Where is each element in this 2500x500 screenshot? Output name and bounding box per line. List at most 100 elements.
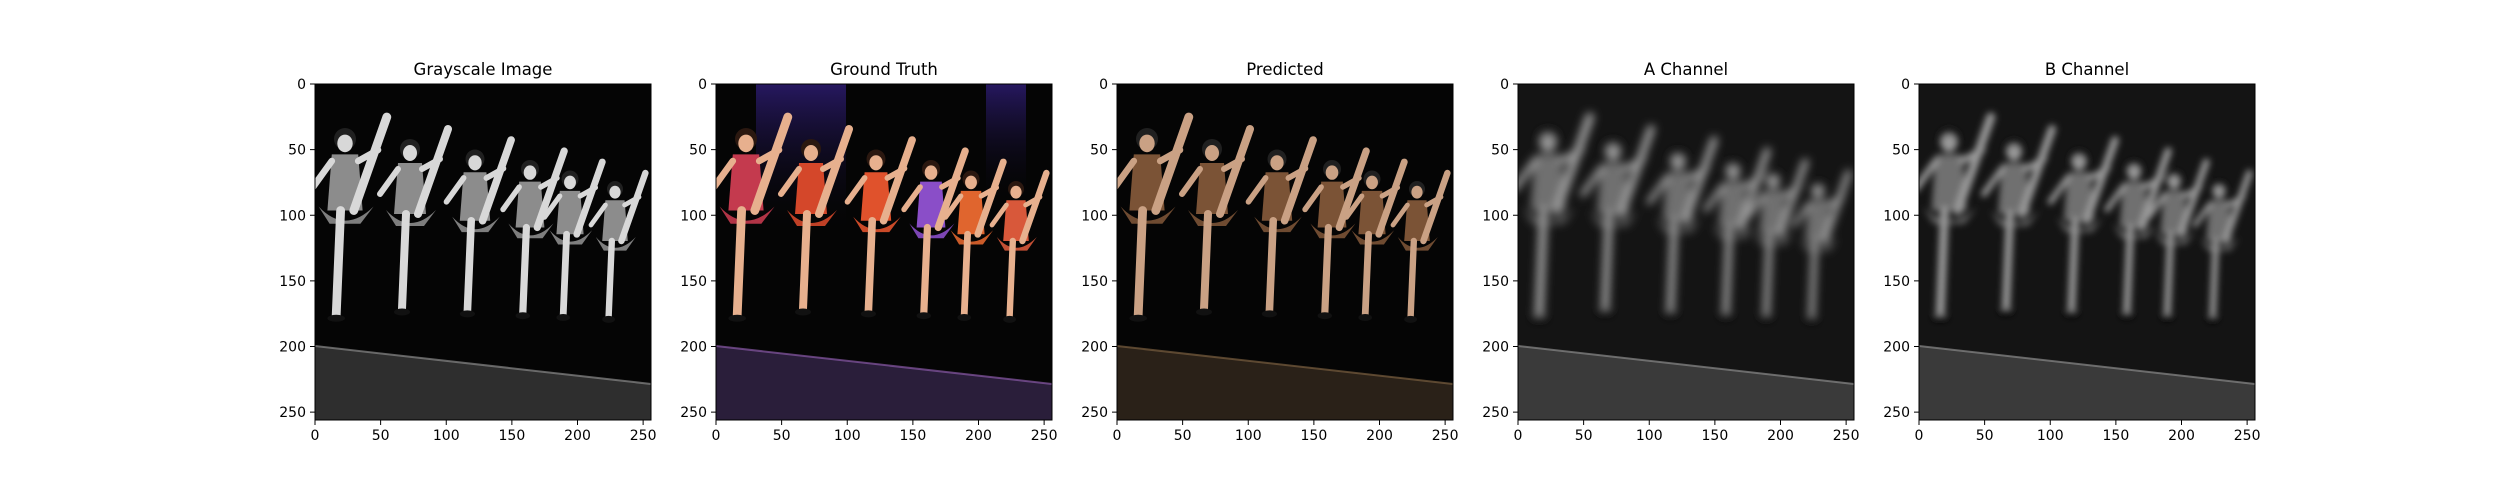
y-tick-label: 150 bbox=[1883, 274, 1910, 290]
y-tick-label: 150 bbox=[1081, 274, 1108, 290]
axes-frame bbox=[1517, 83, 1855, 421]
panel-ground-truth: Ground Truth 0 50 100 150 200 250 0 50 100 150 200… bbox=[680, 0, 1096, 500]
dancer-figure bbox=[1179, 125, 1254, 316]
x-tick-label: 100 bbox=[433, 428, 460, 444]
dancer-figure bbox=[2104, 147, 2172, 320]
dancer-figure bbox=[901, 147, 969, 320]
dancer-figure bbox=[1390, 169, 1451, 323]
dancer-figure bbox=[1245, 136, 1317, 318]
dancer-figure bbox=[500, 147, 568, 320]
y-tick-label: 200 bbox=[680, 340, 707, 356]
image-axes: 0 50 100 150 200 250 0 50 100 150 200 250 bbox=[1482, 77, 1860, 444]
x-tick-label: 250 bbox=[1833, 428, 1860, 444]
dancer-figure bbox=[1791, 169, 1852, 323]
x-tick-label: 250 bbox=[630, 428, 657, 444]
dancer-figure bbox=[443, 136, 515, 318]
y-tick-label: 0 bbox=[1500, 77, 1509, 93]
x-tick-label: 50 bbox=[1174, 428, 1192, 444]
dancer-figure bbox=[1580, 125, 1655, 316]
x-tick-label: 100 bbox=[834, 428, 861, 444]
x-tick-label: 150 bbox=[2103, 428, 2130, 444]
dancer-figure bbox=[377, 125, 452, 316]
x-tick-label: 150 bbox=[1702, 428, 1729, 444]
stage-edge bbox=[1117, 345, 1453, 385]
stage-floor bbox=[1117, 346, 1453, 420]
y-tick-label: 50 bbox=[1090, 143, 1108, 159]
y-tick-label: 250 bbox=[680, 405, 707, 421]
y-tick-label: 0 bbox=[1099, 77, 1108, 93]
x-tick-label: 200 bbox=[2168, 428, 2195, 444]
dancer-figure bbox=[989, 169, 1050, 323]
dancer-figure bbox=[1744, 158, 1809, 322]
panel-predicted: Predicted 0 50 100 150 200 250 0 50 100 150 200 250 bbox=[1081, 0, 1497, 500]
stage-edge bbox=[716, 345, 1052, 385]
panel-title: Predicted bbox=[1246, 60, 1324, 79]
axes-frame bbox=[1918, 83, 2256, 421]
x-tick-label: 50 bbox=[372, 428, 390, 444]
dancer-figure bbox=[942, 158, 1007, 322]
y-tick-label: 250 bbox=[279, 405, 306, 421]
panel-image bbox=[716, 84, 1052, 420]
x-tick-label: 200 bbox=[564, 428, 591, 444]
dancer-figure bbox=[1117, 112, 1194, 322]
x-tick-label: 0 bbox=[1915, 428, 1924, 444]
panel-title: Ground Truth bbox=[830, 60, 938, 79]
dancer-figure bbox=[1518, 112, 1595, 322]
x-tick-label: 200 bbox=[1767, 428, 1794, 444]
y-tick-label: 0 bbox=[698, 77, 707, 93]
x-tick-label: 150 bbox=[499, 428, 526, 444]
y-tick-label: 150 bbox=[680, 274, 707, 290]
x-tick-label: 0 bbox=[1113, 428, 1122, 444]
x-tick-label: 0 bbox=[1514, 428, 1523, 444]
dancer-figure bbox=[844, 136, 916, 318]
panel-title: A Channel bbox=[1643, 60, 1729, 79]
axes-frame bbox=[1116, 83, 1454, 421]
x-tick-label: 150 bbox=[900, 428, 927, 444]
dancer-figure bbox=[1703, 147, 1771, 320]
x-tick-label: 250 bbox=[1432, 428, 1459, 444]
panel-image bbox=[1117, 84, 1453, 420]
y-tick-label: 0 bbox=[297, 77, 306, 93]
panel-b-channel: B Channel 0 50 100 150 200 250 0 50 100 150 200 250 bbox=[1883, 0, 2299, 500]
image-axes: 0 50 100 150 200 250 0 50 100 150 200 250 bbox=[279, 77, 657, 444]
y-tick-label: 200 bbox=[1081, 340, 1108, 356]
dancer-figure bbox=[778, 125, 853, 316]
y-tick-label: 50 bbox=[288, 143, 306, 159]
y-tick-label: 150 bbox=[1482, 274, 1509, 290]
y-tick-label: 200 bbox=[279, 340, 306, 356]
panel-a-channel: A Channel 0 50 100 150 200 250 0 50 100 150 200 250 bbox=[1482, 0, 1898, 500]
y-tick-label: 50 bbox=[1892, 143, 1910, 159]
x-tick-label: 0 bbox=[311, 428, 320, 444]
x-tick-label: 200 bbox=[965, 428, 992, 444]
panel-image bbox=[1518, 84, 1854, 420]
y-tick-label: 200 bbox=[1482, 340, 1509, 356]
y-tick-label: 100 bbox=[1883, 208, 1910, 224]
x-tick-label: 250 bbox=[1031, 428, 1058, 444]
x-tick-label: 100 bbox=[2037, 428, 2064, 444]
panel-image bbox=[315, 84, 651, 420]
panel-title: B Channel bbox=[2044, 60, 2130, 79]
x-tick-label: 0 bbox=[712, 428, 721, 444]
x-tick-label: 200 bbox=[1366, 428, 1393, 444]
y-tick-label: 50 bbox=[689, 143, 707, 159]
stage-edge bbox=[315, 345, 651, 385]
dancer-figure bbox=[1302, 147, 1370, 320]
y-tick-label: 100 bbox=[1482, 208, 1509, 224]
dancer-figure bbox=[1646, 136, 1718, 318]
panel-grayscale-image: Grayscale Image 0 50 100 150 200 250 0 50 100 150… bbox=[279, 0, 695, 500]
y-tick-label: 50 bbox=[1491, 143, 1509, 159]
x-tick-label: 150 bbox=[1301, 428, 1328, 444]
dancer-figure bbox=[1343, 158, 1408, 322]
image-axes: 0 50 100 150 200 250 0 50 100 150 200 250 bbox=[680, 77, 1058, 444]
y-tick-label: 150 bbox=[279, 274, 306, 290]
dancer-figure bbox=[541, 158, 606, 322]
stage-floor bbox=[315, 346, 651, 420]
stage-edge bbox=[1518, 345, 1854, 385]
panel-image bbox=[1919, 84, 2255, 420]
image-axes: 0 50 100 150 200 250 0 50 100 150 200 250 bbox=[1081, 77, 1459, 444]
dancer-figure bbox=[588, 169, 649, 323]
x-tick-label: 100 bbox=[1235, 428, 1262, 444]
image-axes: 0 50 100 150 200 250 0 50 100 150 200 250 bbox=[1883, 77, 2261, 444]
x-tick-label: 250 bbox=[2234, 428, 2261, 444]
dancer-figure bbox=[1981, 125, 2056, 316]
